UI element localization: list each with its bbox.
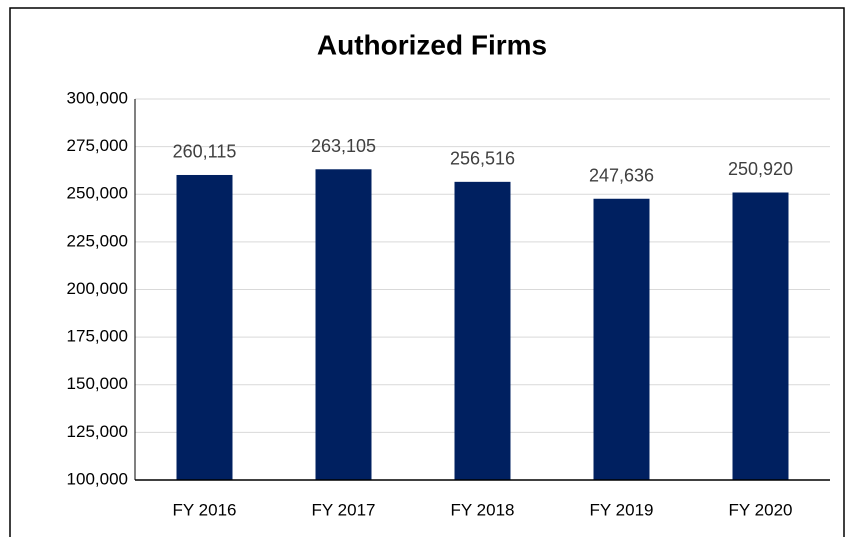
value-label: 247,636 xyxy=(589,166,654,186)
y-tick-label: 125,000 xyxy=(67,422,128,441)
bar xyxy=(315,169,372,480)
y-tick-label: 250,000 xyxy=(67,184,128,203)
value-label: 260,115 xyxy=(173,142,237,162)
chart-title: Authorized Firms xyxy=(317,29,547,60)
y-tick-label: 300,000 xyxy=(67,88,128,107)
y-tick-label: 175,000 xyxy=(67,327,128,346)
value-label: 250,920 xyxy=(728,159,793,179)
x-tick-label: FY 2017 xyxy=(312,500,376,519)
chart-frame xyxy=(9,7,845,537)
x-tick-label: FY 2018 xyxy=(451,500,515,519)
y-tick-label: 150,000 xyxy=(67,374,128,393)
y-tick-label: 100,000 xyxy=(67,469,128,488)
bar xyxy=(176,174,233,480)
value-label: 263,105 xyxy=(311,136,376,156)
bar xyxy=(454,181,511,480)
bar xyxy=(593,198,650,480)
y-tick-label: 200,000 xyxy=(67,279,128,298)
bar xyxy=(732,192,789,480)
x-tick-label: FY 2020 xyxy=(729,500,793,519)
x-tick-label: FY 2019 xyxy=(590,500,654,519)
y-tick-label: 275,000 xyxy=(67,136,128,155)
y-tick-label: 225,000 xyxy=(67,231,128,250)
value-label: 256,516 xyxy=(450,149,515,169)
x-tick-label: FY 2016 xyxy=(173,500,237,519)
